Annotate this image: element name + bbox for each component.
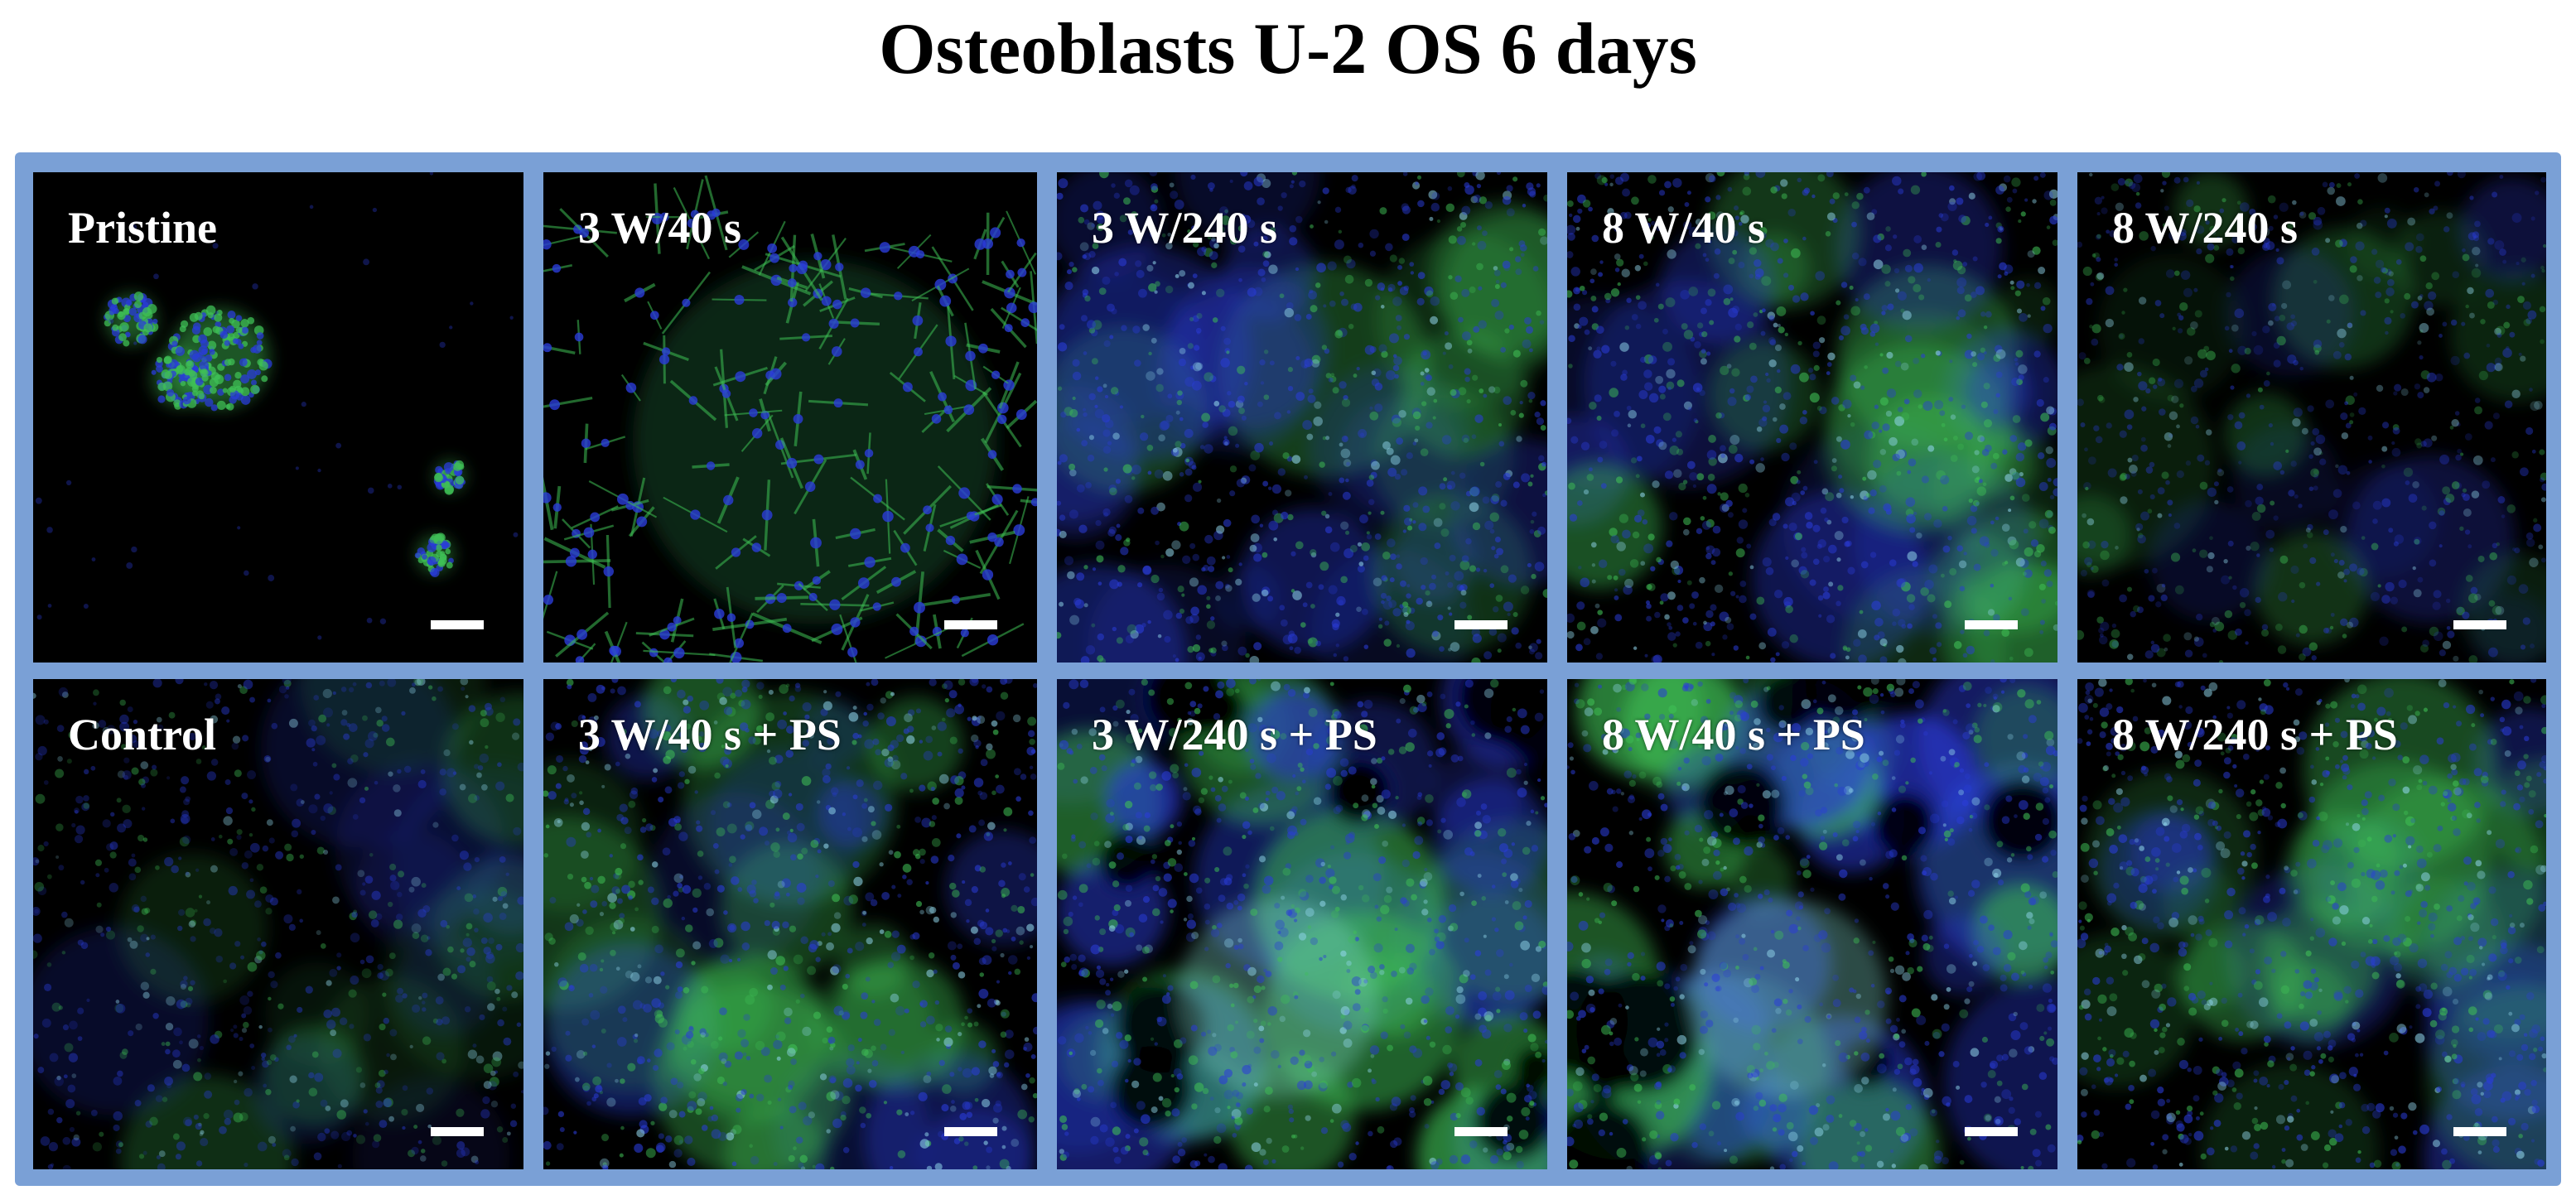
micrograph-image <box>1057 172 1547 663</box>
micrograph-image <box>1567 172 2057 663</box>
micrograph-image <box>33 679 523 1169</box>
micrograph-image <box>2077 172 2546 663</box>
scale-bar <box>431 1127 484 1136</box>
panel-label: 8 W/240 s + PS <box>2112 710 2398 759</box>
micrograph-panel: 3 W/240 s + PS <box>1057 679 1547 1169</box>
panel-label: 3 W/240 s + PS <box>1092 710 1377 759</box>
scale-bar <box>944 1127 997 1136</box>
panel-label: 8 W/40 s + PS <box>1602 710 1865 759</box>
micrograph-image <box>2077 679 2546 1169</box>
scale-bar <box>431 620 484 629</box>
micrograph-panel: 8 W/40 s + PS <box>1567 679 2057 1169</box>
figure-title: Osteoblasts U-2 OS 6 days <box>879 9 1697 89</box>
panel-label: Control <box>68 710 217 759</box>
micrograph-panel: 3 W/40 s + PS <box>543 679 1037 1169</box>
micrograph-image <box>1567 679 2057 1169</box>
micrograph-image <box>1057 679 1547 1169</box>
micrograph-panel: Pristine <box>33 172 523 663</box>
micrograph-panel: 8 W/240 s <box>2077 172 2546 663</box>
panel-label: 3 W/40 s + PS <box>578 710 842 759</box>
scale-bar <box>1454 1127 1507 1136</box>
panel-label: 8 W/40 s <box>1602 203 1766 253</box>
panel-label: 3 W/240 s <box>1092 203 1278 253</box>
panel-label: 3 W/40 s <box>578 203 742 253</box>
micrograph-panel: 3 W/240 s <box>1057 172 1547 663</box>
panel-label: Pristine <box>68 203 217 253</box>
micrograph-panel: 8 W/240 s + PS <box>2077 679 2546 1169</box>
micrograph-panel: 8 W/40 s <box>1567 172 2057 663</box>
micrograph-image <box>543 172 1037 663</box>
micrograph-panel: 3 W/40 s <box>543 172 1037 663</box>
scale-bar <box>2453 1127 2506 1136</box>
micrograph-panel: Control <box>33 679 523 1169</box>
micrograph-image <box>33 172 523 663</box>
scale-bar <box>1965 620 2018 629</box>
panel-label: 8 W/240 s <box>2112 203 2299 253</box>
scale-bar <box>2453 620 2506 629</box>
scale-bar <box>944 620 997 629</box>
scale-bar <box>1965 1127 2018 1136</box>
micrograph-image <box>543 679 1037 1169</box>
scale-bar <box>1454 620 1507 629</box>
